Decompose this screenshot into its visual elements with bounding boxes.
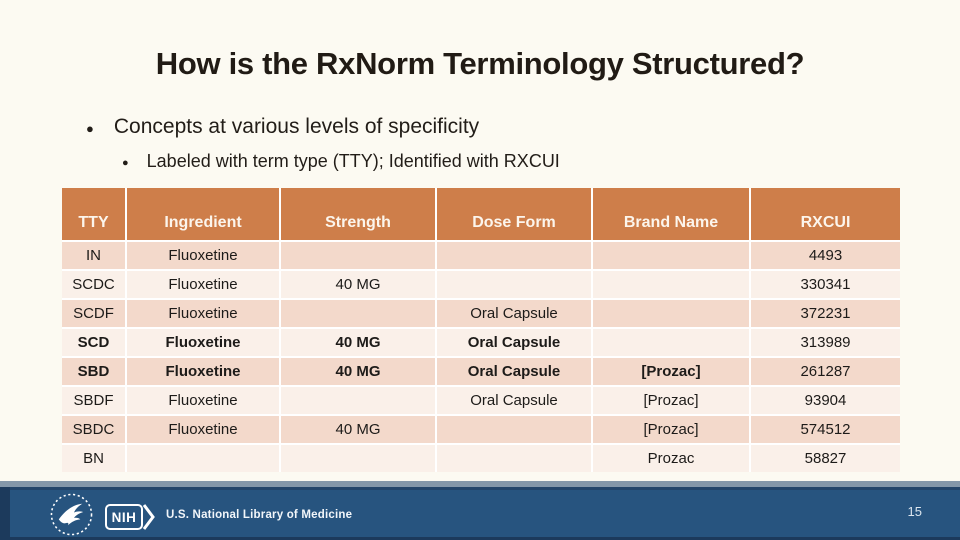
org-name-text: U.S. National Library of Medicine xyxy=(166,509,353,521)
table-cell-strength xyxy=(281,242,435,269)
table-cell-ingredient: Fluoxetine xyxy=(127,271,279,298)
bullet-level1-text: Concepts at various levels of specificit… xyxy=(113,115,480,138)
nih-logo: NIH xyxy=(105,504,143,530)
table-cell-rxcui: 4493 xyxy=(751,242,900,269)
bullet-level2-text: Labeled with term type (TTY); Identified… xyxy=(146,151,560,171)
footer-top-divider xyxy=(0,481,960,487)
column-header-tty: TTY xyxy=(62,188,125,240)
nih-logo-label: NIH xyxy=(111,509,137,525)
column-header-dose-form: Dose Form xyxy=(437,188,591,240)
table-cell-rxcui: 330341 xyxy=(751,271,900,298)
table-cell-strength xyxy=(281,445,435,472)
table-cell-ingredient: Fluoxetine xyxy=(127,300,279,327)
table-cell-strength: 40 MG xyxy=(281,329,435,356)
table-cell-rxcui: 372231 xyxy=(751,300,900,327)
table-cell-strength: 40 MG xyxy=(281,358,435,385)
table-cell-brand-name: [Prozac] xyxy=(593,416,749,443)
column-header-rxcui: RXCUI xyxy=(751,188,900,240)
bullet-level2: ● Labeled with term type (TTY); Identifi… xyxy=(122,151,560,172)
table-cell-tty: SBDF xyxy=(62,387,125,414)
table-cell-strength xyxy=(281,387,435,414)
table-cell-ingredient: Fluoxetine xyxy=(127,387,279,414)
bullet-icon: ● xyxy=(86,120,94,136)
table-cell-ingredient: Fluoxetine xyxy=(127,358,279,385)
nih-chevron-icon xyxy=(143,504,155,530)
table-cell-ingredient: Fluoxetine xyxy=(127,242,279,269)
rxnorm-term-type-table: TTY Ingredient Strength Dose Form Brand … xyxy=(62,188,900,472)
table-cell-dose-form xyxy=(437,416,591,443)
footer-bottom-edge xyxy=(0,537,960,540)
footer-left-edge xyxy=(0,487,10,540)
table-cell-brand-name xyxy=(593,329,749,356)
table-cell-tty: SBDC xyxy=(62,416,125,443)
table-cell-brand-name: Prozac xyxy=(593,445,749,472)
table-cell-tty: SCDF xyxy=(62,300,125,327)
table-cell-tty: SBD xyxy=(62,358,125,385)
table-cell-dose-form xyxy=(437,445,591,472)
column-header-strength: Strength xyxy=(281,188,435,240)
table-cell-rxcui: 261287 xyxy=(751,358,900,385)
table-cell-rxcui: 93904 xyxy=(751,387,900,414)
table-cell-brand-name: [Prozac] xyxy=(593,358,749,385)
table-cell-dose-form: Oral Capsule xyxy=(437,358,591,385)
footer-navy-edge xyxy=(0,487,960,490)
table-cell-tty: IN xyxy=(62,242,125,269)
table-cell-tty: SCD xyxy=(62,329,125,356)
table-cell-ingredient: Fluoxetine xyxy=(127,329,279,356)
bullet-icon: ● xyxy=(122,156,129,169)
table-cell-strength xyxy=(281,300,435,327)
table-cell-tty: BN xyxy=(62,445,125,472)
table-cell-tty: SCDC xyxy=(62,271,125,298)
table-cell-rxcui: 58827 xyxy=(751,445,900,472)
table-cell-dose-form xyxy=(437,271,591,298)
table-cell-brand-name: [Prozac] xyxy=(593,387,749,414)
table-cell-dose-form: Oral Capsule xyxy=(437,329,591,356)
table-cell-brand-name xyxy=(593,300,749,327)
table-cell-brand-name xyxy=(593,271,749,298)
table-cell-dose-form: Oral Capsule xyxy=(437,387,591,414)
bullet-level1: ● Concepts at various levels of specific… xyxy=(86,115,479,139)
table-cell-brand-name xyxy=(593,242,749,269)
table-cell-rxcui: 313989 xyxy=(751,329,900,356)
table-cell-strength: 40 MG xyxy=(281,416,435,443)
slide-title: How is the RxNorm Terminology Structured… xyxy=(155,46,805,81)
table-cell-rxcui: 574512 xyxy=(751,416,900,443)
table-cell-ingredient: Fluoxetine xyxy=(127,416,279,443)
page-number: 15 xyxy=(907,504,922,519)
table-cell-ingredient xyxy=(127,445,279,472)
table-cell-dose-form xyxy=(437,242,591,269)
table-cell-strength: 40 MG xyxy=(281,271,435,298)
column-header-ingredient: Ingredient xyxy=(127,188,279,240)
table-cell-dose-form: Oral Capsule xyxy=(437,300,591,327)
hhs-eagle-icon xyxy=(50,493,93,536)
footer-bar xyxy=(0,487,960,540)
column-header-brand-name: Brand Name xyxy=(593,188,749,240)
